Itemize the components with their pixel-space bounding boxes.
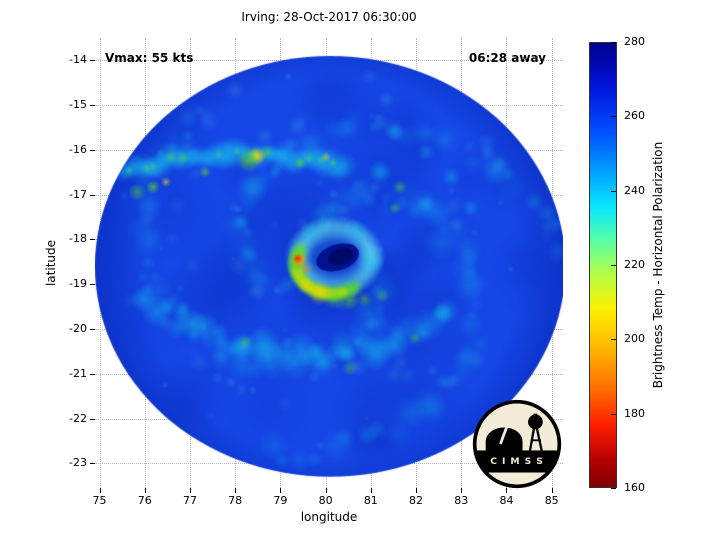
storm-swath-canvas — [95, 38, 563, 488]
cimss-logo-text: C I M S S — [490, 456, 544, 467]
tower-leg-left — [528, 425, 536, 452]
x-axis-label: longitude — [300, 510, 358, 524]
colorbar-tick-label: 280 — [624, 35, 645, 48]
y-tick-label: -18 — [69, 232, 87, 246]
colorbar-tick-label: 180 — [624, 406, 645, 420]
colorbar-tick-label: 240 — [624, 183, 645, 197]
x-tick-label: 79 — [273, 494, 288, 507]
x-tick-mark — [235, 488, 237, 493]
colorbar-tick-mark — [611, 488, 616, 489]
y-tick-mark — [90, 463, 95, 465]
y-tick-mark — [90, 239, 95, 241]
cimss-logo: C I M S S — [472, 399, 562, 489]
colorbar-tick-mark — [611, 265, 616, 266]
x-tick-mark — [506, 488, 508, 493]
x-tick-mark — [325, 488, 327, 493]
figure-title: Irving: 28-Oct-2017 06:30:00 — [241, 10, 417, 24]
y-tick-label: -15 — [69, 98, 87, 112]
x-tick-label: 85 — [544, 494, 559, 507]
cimss-logo-band — [474, 450, 560, 473]
plot-area: Vmax: 55 kts 06:28 away C I M S S — [95, 38, 563, 489]
cimss-logo-silhouette: C I M S S — [474, 413, 560, 473]
y-tick-label: -19 — [69, 277, 87, 291]
y-tick-label: -22 — [69, 411, 87, 425]
y-tick-mark — [90, 149, 95, 151]
y-tick-label: -23 — [69, 456, 87, 470]
y-tick-mark — [90, 418, 95, 420]
y-tick-label: -20 — [69, 322, 87, 336]
y-tick-mark — [90, 284, 95, 286]
observatory-base — [485, 441, 523, 453]
x-tick-label: 77 — [182, 494, 197, 507]
x-tick-label: 78 — [228, 494, 243, 507]
x-tick-label: 76 — [137, 494, 152, 507]
y-tick-label: -16 — [69, 142, 87, 156]
colorbar-tick-mark — [611, 413, 616, 415]
x-tick-mark — [99, 488, 101, 493]
x-tick-mark — [370, 488, 372, 493]
y-tick-mark — [90, 373, 95, 375]
colorbar-tick-label: 220 — [624, 258, 645, 271]
x-tick-mark — [144, 488, 146, 493]
colorbar-tick-mark — [611, 190, 616, 192]
y-tick-mark — [90, 60, 95, 62]
colorbar-tick-mark — [611, 339, 616, 341]
x-tick-mark — [416, 488, 418, 493]
x-tick-label: 82 — [409, 494, 424, 507]
colorbar-tick-mark — [611, 116, 616, 118]
colorbar-tick-label: 160 — [624, 481, 645, 494]
colorbar-tick-label: 260 — [624, 109, 645, 123]
water-tower-cap — [533, 413, 538, 420]
tower-leg-right — [535, 425, 543, 452]
y-tick-label: -21 — [69, 366, 87, 380]
y-tick-label: -14 — [69, 53, 87, 67]
x-tick-label: 75 — [92, 494, 107, 507]
y-tick-label: -17 — [69, 187, 87, 201]
dome-slit — [499, 426, 509, 445]
x-tick-mark — [280, 488, 282, 493]
vmax-annotation: Vmax: 55 kts — [105, 51, 194, 65]
x-tick-mark — [461, 488, 463, 493]
colorbar-tick-label: 200 — [624, 332, 645, 346]
x-tick-label: 84 — [499, 494, 514, 507]
colorbar-tick-mark — [611, 42, 616, 43]
y-tick-mark — [90, 194, 95, 196]
x-tick-label: 83 — [454, 494, 469, 507]
x-tick-mark — [551, 488, 553, 493]
x-tick-label: 80 — [318, 494, 333, 507]
water-tower-tank-icon — [528, 414, 543, 430]
y-tick-mark — [90, 329, 95, 331]
y-tick-mark — [90, 105, 95, 107]
x-tick-label: 81 — [363, 494, 378, 507]
time-away-annotation: 06:28 away — [468, 51, 546, 65]
x-tick-mark — [189, 488, 191, 493]
